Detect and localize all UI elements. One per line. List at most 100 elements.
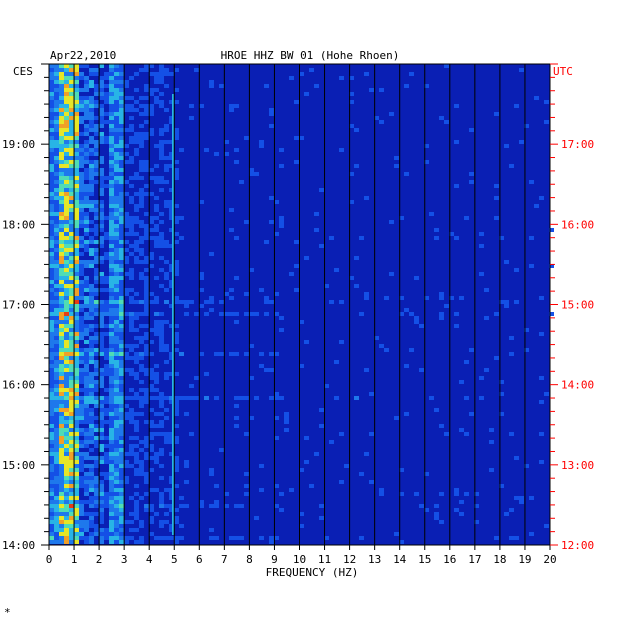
spectrogram-cell — [174, 240, 179, 244]
spectrogram-cell — [59, 100, 64, 104]
spectrogram-cell — [134, 468, 139, 472]
spectrogram-cell — [84, 132, 89, 136]
spectrogram-cell — [49, 180, 54, 184]
spectrogram-cell — [109, 340, 114, 344]
spectrogram-cell — [119, 372, 124, 376]
spectrogram-cell — [114, 128, 119, 132]
spectrogram-cell — [174, 272, 179, 276]
spectrogram-cell — [69, 120, 74, 124]
spectrogram-cell — [84, 420, 89, 424]
spectrogram-cell — [114, 516, 119, 520]
spectrogram-cell — [84, 480, 89, 484]
spectrogram-cell — [64, 340, 69, 344]
left-timezone-label: CES — [13, 65, 33, 78]
spectrogram-cell — [64, 220, 69, 224]
spectrogram-cell — [99, 432, 104, 436]
spectrogram-cell — [454, 312, 459, 316]
spectrogram-cell — [69, 248, 74, 252]
spectrogram-cell — [104, 500, 109, 504]
spectrogram-cell — [174, 372, 179, 376]
spectrogram-cell — [109, 76, 114, 80]
spectrogram-cell — [104, 96, 109, 100]
spectrogram-cell — [69, 348, 74, 352]
spectrogram-cell — [89, 372, 94, 376]
spectrogram-cell — [79, 324, 84, 328]
spectrogram-cell — [59, 520, 64, 524]
spectrogram-cell — [144, 192, 149, 196]
spectrogram-cell — [79, 72, 84, 76]
spectrogram-cell — [49, 212, 54, 216]
right-time-label: 14:00 — [561, 379, 594, 392]
spectrogram-cell — [64, 356, 69, 360]
spectrogram-cell — [69, 252, 74, 256]
spectrogram-cell — [49, 144, 54, 148]
spectrogram-cell — [69, 172, 74, 176]
spectrogram-cell — [49, 164, 54, 168]
spectrogram-cell — [114, 512, 119, 516]
spectrogram-cell — [164, 164, 169, 168]
spectrogram-cell — [504, 512, 509, 516]
spectrogram-cell — [94, 72, 99, 76]
spectrogram-cell — [59, 404, 64, 408]
spectrogram-cell — [69, 168, 74, 172]
spectrogram-cell — [74, 432, 79, 436]
spectrogram-cell — [114, 528, 119, 532]
spectrogram-cell — [144, 224, 149, 228]
spectrogram-cell — [59, 396, 64, 400]
spectrogram-cell — [59, 244, 64, 248]
spectrogram-cell — [69, 424, 74, 428]
spectrogram-cell — [349, 172, 354, 176]
spectrogram-cell — [114, 456, 119, 460]
spectrogram-cell — [69, 108, 74, 112]
spectrogram-cell — [364, 296, 369, 300]
spectrogram-cell — [74, 424, 79, 428]
spectrogram-cell — [64, 160, 69, 164]
spectrogram-cell — [89, 520, 94, 524]
spectrogram-cell — [84, 240, 89, 244]
spectrogram-cell — [144, 332, 149, 336]
spectrogram-cell — [84, 372, 89, 376]
spectrogram-cell — [114, 216, 119, 220]
spectrogram-cell — [69, 144, 74, 148]
spectrogram-cell — [514, 536, 519, 540]
spectrogram-cell — [59, 476, 64, 480]
spectrogram-cell — [94, 348, 99, 352]
spectrogram-cell — [174, 484, 179, 488]
spectrogram-cell — [109, 464, 114, 468]
spectrogram-cell — [479, 376, 484, 380]
spectrogram-cell — [89, 468, 94, 472]
spectrogram-cell — [89, 484, 94, 488]
spectrogram-cell — [309, 68, 314, 72]
spectrogram-cell — [54, 420, 59, 424]
spectrogram-cell — [174, 232, 179, 236]
spectrogram-cell — [164, 520, 169, 524]
spectrogram-cell — [104, 304, 109, 308]
spectrogram-cell — [204, 372, 209, 376]
spectrogram-cell — [149, 168, 154, 172]
spectrogram-cell — [349, 124, 354, 128]
spectrogram-cell — [109, 496, 114, 500]
spectrogram-cell — [84, 456, 89, 460]
spectrogram-cell — [59, 228, 64, 232]
spectrogram-cell — [114, 352, 119, 356]
spectrogram-cell — [169, 304, 174, 308]
spectrogram-cell — [374, 336, 379, 340]
spectrogram-cell — [299, 320, 304, 324]
spectrogram-cell — [64, 416, 69, 420]
spectrogram-cell — [59, 428, 64, 432]
spectrogram-cell — [114, 324, 119, 328]
spectrogram-cell — [89, 524, 94, 528]
spectrogram-cell — [404, 172, 409, 176]
spectrogram-cell — [79, 148, 84, 152]
spectrogram-cell — [144, 400, 149, 404]
spectrogram-cell — [104, 92, 109, 96]
spectrogram-cell — [79, 476, 84, 480]
spectrogram-cell — [109, 528, 114, 532]
spectrogram-cell — [79, 404, 84, 408]
spectrogram-cell — [69, 536, 74, 540]
spectrogram-cell — [119, 68, 124, 72]
spectrogram-cell — [109, 384, 114, 388]
spectrogram-cell — [79, 224, 84, 228]
spectrogram-cell — [159, 476, 164, 480]
